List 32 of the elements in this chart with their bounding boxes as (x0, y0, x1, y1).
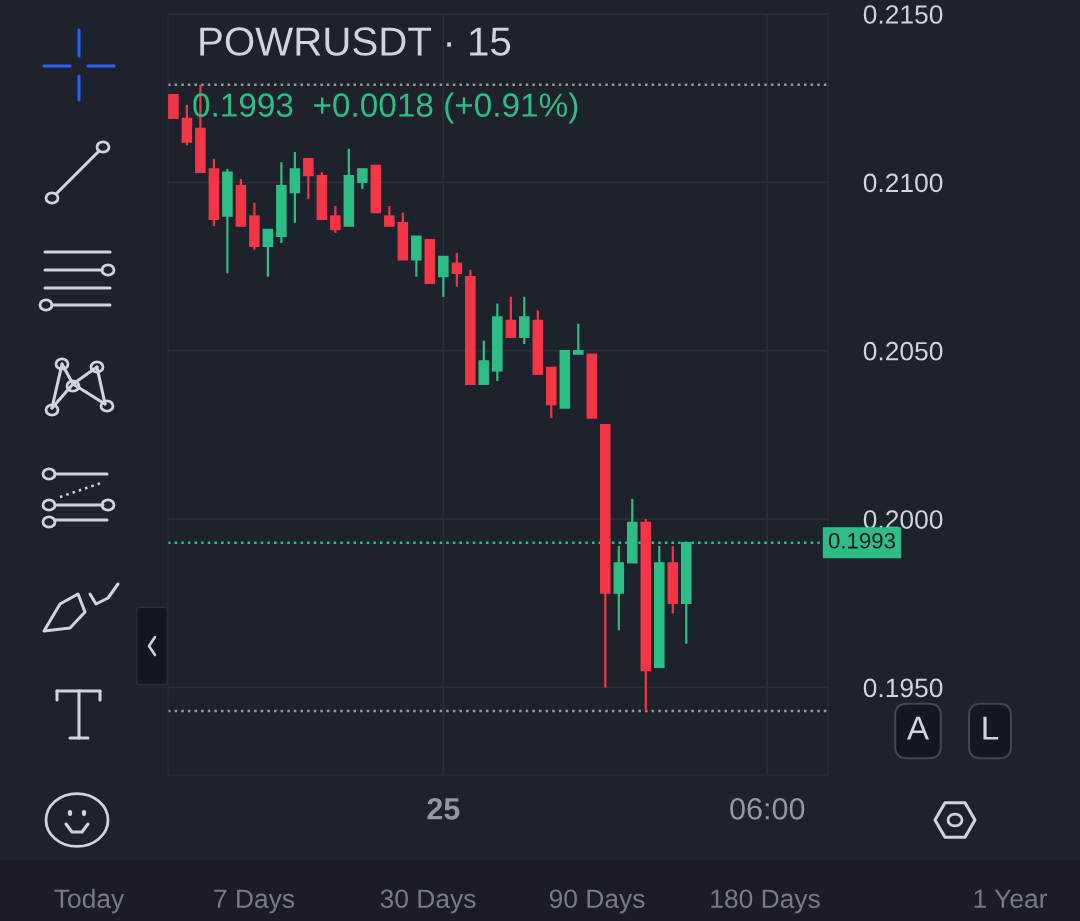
text: 7 Days (214, 889, 295, 914)
candlestick (451, 251, 463, 288)
candlestick (438, 255, 449, 298)
text: 30 Days (380, 889, 476, 914)
candlestick (181, 103, 193, 147)
candlestick (303, 157, 314, 201)
text: A (906, 716, 930, 740)
text: L (983, 716, 999, 740)
x-tick-label: 06:00 (730, 798, 805, 820)
candlestick (168, 94, 179, 120)
y-tick-label: 0.2150 (863, 5, 943, 24)
candlestick (384, 204, 395, 228)
candlestick (357, 167, 368, 191)
ref-line-label: 0.1993 (828, 532, 895, 549)
y-tick-label: 0.2000 (863, 510, 943, 529)
candlestick (262, 228, 274, 278)
y-tick-label: 0.2100 (863, 173, 943, 193)
candlestick (411, 235, 422, 278)
text: 90 Days (549, 889, 645, 914)
candlestick (519, 295, 530, 346)
candlestick (289, 150, 301, 224)
candlestick (478, 339, 490, 386)
y-tick-label: 0.1950 (863, 678, 943, 698)
text: 180 Days (711, 889, 820, 914)
chart-title: POWRUSDT · 15 (200, 27, 511, 56)
x-tick-label: 25 (427, 798, 460, 820)
candlestick (505, 295, 517, 339)
candlestick (573, 322, 584, 356)
text: 1 Year (974, 889, 1047, 909)
text: Today (54, 888, 125, 914)
candlestick (330, 204, 341, 234)
y-tick-label: 0.2050 (863, 341, 943, 361)
